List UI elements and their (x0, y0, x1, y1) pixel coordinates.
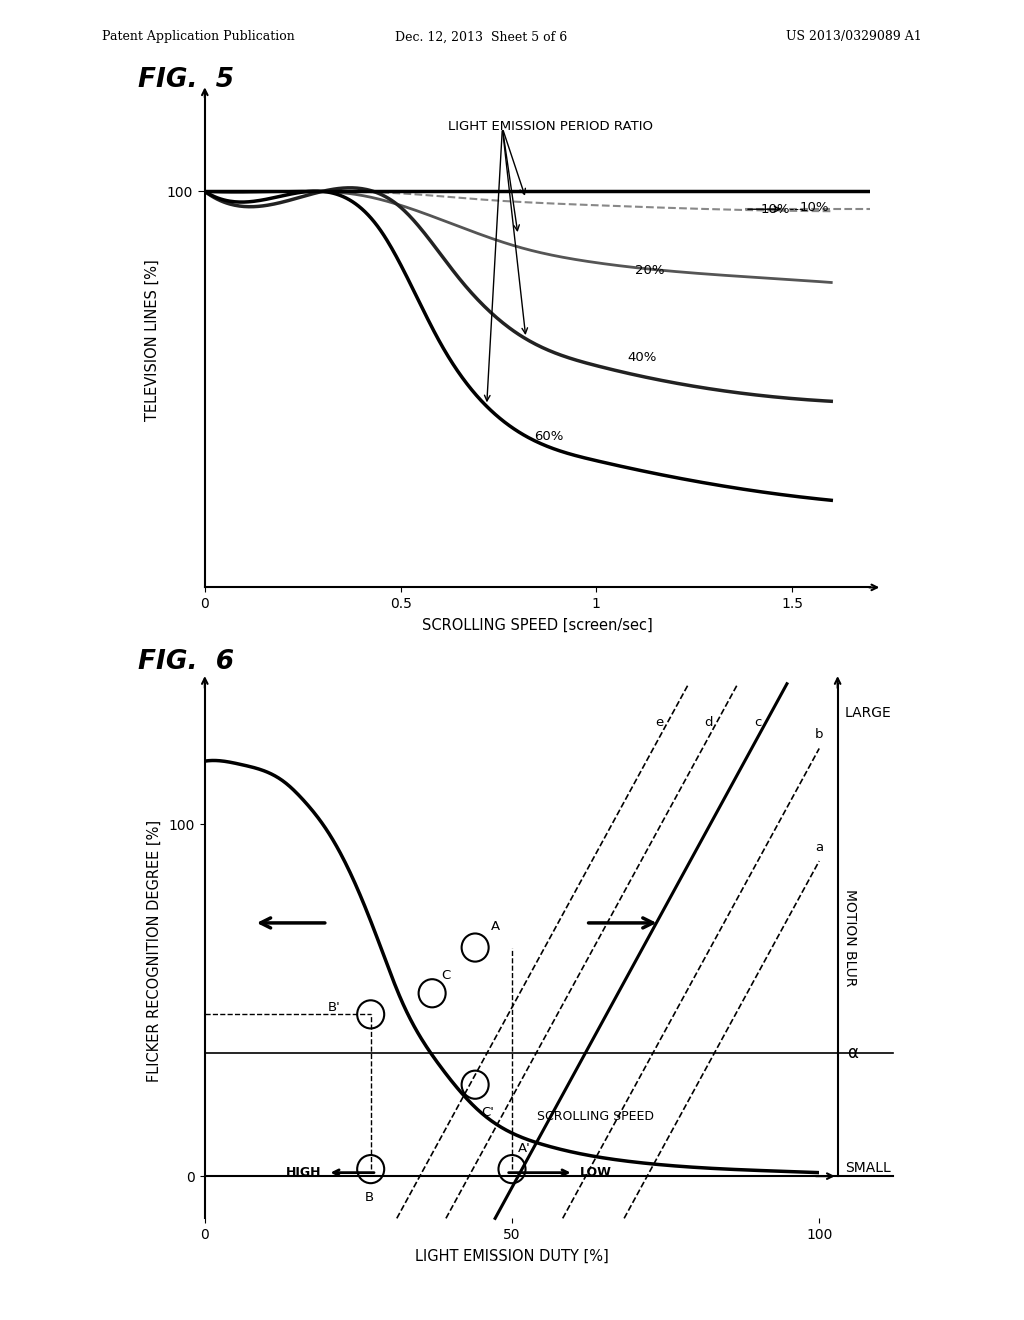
Text: 20%: 20% (636, 264, 665, 277)
Text: B': B' (328, 1001, 340, 1014)
Text: SCROLLING SPEED: SCROLLING SPEED (537, 1110, 653, 1123)
Text: c: c (755, 717, 762, 730)
Text: FIG.  5: FIG. 5 (138, 67, 234, 94)
Text: Dec. 12, 2013  Sheet 5 of 6: Dec. 12, 2013 Sheet 5 of 6 (395, 30, 567, 44)
Text: A: A (490, 920, 500, 933)
Text: 60%: 60% (534, 430, 563, 444)
Text: 10%---: 10%--- (761, 203, 805, 215)
Text: a: a (815, 841, 823, 854)
Y-axis label: FLICKER RECOGNITION DEGREE [%]: FLICKER RECOGNITION DEGREE [%] (146, 820, 162, 1082)
Text: B: B (365, 1191, 374, 1204)
Text: LIGHT EMISSION PERIOD RATIO: LIGHT EMISSION PERIOD RATIO (447, 120, 652, 133)
Text: LARGE: LARGE (845, 706, 892, 719)
Text: US 2013/0329089 A1: US 2013/0329089 A1 (785, 30, 922, 44)
Text: C': C' (481, 1106, 495, 1119)
Text: SMALL: SMALL (845, 1162, 891, 1175)
X-axis label: SCROLLING SPEED [screen/sec]: SCROLLING SPEED [screen/sec] (422, 618, 653, 634)
Text: HIGH: HIGH (286, 1166, 322, 1179)
Text: b: b (815, 729, 823, 742)
Text: e: e (655, 717, 664, 730)
Text: 10%: 10% (800, 201, 829, 214)
Text: 40%: 40% (628, 351, 657, 364)
Text: C: C (441, 969, 451, 982)
Text: Patent Application Publication: Patent Application Publication (102, 30, 295, 44)
Text: LOW: LOW (580, 1166, 611, 1179)
Text: d: d (705, 717, 714, 730)
Text: A': A' (518, 1142, 530, 1155)
Text: FIG.  6: FIG. 6 (138, 649, 234, 676)
Text: MOTION BLUR: MOTION BLUR (843, 888, 857, 986)
Y-axis label: TELEVISION LINES [%]: TELEVISION LINES [%] (144, 259, 160, 421)
Text: α: α (847, 1044, 858, 1063)
X-axis label: LIGHT EMISSION DUTY [%]: LIGHT EMISSION DUTY [%] (415, 1249, 609, 1265)
